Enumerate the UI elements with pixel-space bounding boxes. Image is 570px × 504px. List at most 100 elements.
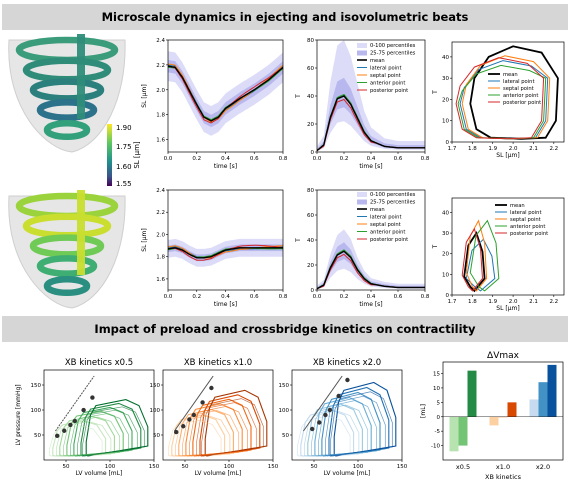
pv_10-espvr-point bbox=[181, 424, 186, 429]
pv_05-loop-line bbox=[63, 416, 121, 457]
dvmax-bar bbox=[489, 416, 499, 426]
pv_05-loop-line bbox=[52, 420, 107, 457]
loop_iso-ytick-label: 40 bbox=[442, 210, 449, 216]
legend-ta-eject-label: posterior point bbox=[370, 88, 408, 94]
pv_20-loop-line bbox=[330, 391, 393, 457]
loop_eject-ytick-label: 20 bbox=[442, 97, 449, 103]
sl_iso-xtick-label: 0.2 bbox=[192, 294, 201, 300]
heart-isovolumetric bbox=[8, 190, 126, 309]
sl_iso-xtick-label: 0.8 bbox=[279, 294, 288, 300]
sl_iso-ytick-label: 2.2 bbox=[156, 210, 165, 216]
pv_05-frame bbox=[43, 369, 155, 461]
legend-ta-iso-label: anterior point bbox=[370, 230, 405, 236]
dvmax-category-label: x2.0 bbox=[536, 463, 550, 471]
loop_iso-ytick-label: 20 bbox=[442, 252, 449, 258]
loop_iso-xtick-label: 1.7 bbox=[448, 299, 457, 305]
heart-ejecting-ring bbox=[29, 78, 105, 102]
dvmax-category-label: x1.0 bbox=[496, 463, 510, 471]
legend-ta-iso-label: 25-75 percentiles bbox=[370, 200, 416, 206]
heart-ejecting-ring bbox=[36, 99, 98, 121]
sl_iso-xtick-label: 0.6 bbox=[250, 294, 259, 300]
pv_20-loop-line bbox=[300, 409, 355, 457]
dvmax-bar bbox=[507, 402, 517, 417]
ta_eject-mean-line bbox=[316, 95, 425, 152]
pv_10-loop-line bbox=[192, 398, 252, 457]
dvmax-bar bbox=[538, 382, 548, 417]
sl_iso-ytick-label: 1.8 bbox=[156, 255, 165, 261]
sl_eject-ylabel: SL [μm] bbox=[141, 84, 148, 107]
pv_10-loop-line bbox=[182, 410, 240, 457]
loop_iso-loop-line bbox=[463, 231, 486, 293]
colorbar-tick-label: 1.75 bbox=[116, 143, 132, 151]
pv_05-espvr-point bbox=[62, 428, 67, 433]
dvmax-bar bbox=[458, 416, 468, 446]
colorbar-tick-label: 1.60 bbox=[116, 163, 132, 171]
pv_20-loop-line bbox=[333, 381, 397, 457]
pv_10-title: XB kinetics x1.0 bbox=[184, 358, 252, 368]
pv_10-loop-line bbox=[178, 409, 234, 457]
pv_05-espvr-point bbox=[55, 433, 60, 439]
legend-loop-eject-label: septal point bbox=[503, 86, 534, 92]
pv_10-loop-line bbox=[171, 414, 226, 457]
legend-ta-eject-label: anterior point bbox=[370, 81, 405, 87]
legend-loop-iso-label: mean bbox=[510, 203, 525, 209]
pv_10-espvr-point bbox=[187, 417, 192, 422]
sl_iso-xtick-label: 0.0 bbox=[164, 294, 173, 300]
dvmax-ytick-label: -5 bbox=[435, 429, 441, 435]
legend-ta-eject-label: lateral point bbox=[370, 66, 401, 72]
pv_05-loop-line bbox=[73, 406, 133, 457]
sl_eject-ytick-label: 1.6 bbox=[156, 138, 165, 144]
sl_eject-ytick-label: 2.0 bbox=[156, 88, 165, 94]
legend-loop-iso-label: septal point bbox=[510, 217, 541, 223]
legend-ta-iso-swatch bbox=[357, 199, 367, 205]
pv_10-espvr-point bbox=[191, 412, 196, 418]
loop_iso-ylabel: T bbox=[432, 244, 439, 249]
dvmax-bar bbox=[467, 370, 477, 417]
ta_eject-ytick-label: 0 bbox=[311, 150, 315, 156]
pv_10-xtick-label: 150 bbox=[268, 464, 279, 470]
loop_eject-ytick-label: 0 bbox=[446, 140, 450, 146]
heart-ejecting-strip bbox=[77, 34, 85, 119]
loop_iso-xtick-label: 2.2 bbox=[549, 299, 558, 305]
loop_iso-ytick-label: 10 bbox=[442, 272, 449, 278]
pv_10-loop-line bbox=[204, 389, 268, 457]
pv_10-frame bbox=[162, 369, 274, 461]
ta_eject-ytick-label: 20 bbox=[307, 122, 314, 128]
pv_20-loop-line bbox=[328, 386, 390, 457]
pv_10-xtick-label: 100 bbox=[224, 464, 235, 470]
legend-loop-eject-label: mean bbox=[503, 72, 518, 78]
ta_eject-xtick-label: 0.4 bbox=[367, 156, 376, 162]
pv_20-xtick-label: 100 bbox=[353, 464, 364, 470]
sl_eject-xtick-label: 0.4 bbox=[221, 156, 230, 162]
loop_eject-ytick-label: 40 bbox=[442, 55, 449, 61]
legend-ta-iso-swatch bbox=[357, 192, 367, 197]
pv_05-ylabel: LV pressure [mmHg] bbox=[15, 384, 22, 445]
legend-ta-eject-label: mean bbox=[370, 58, 385, 64]
legend-ta-iso-label: lateral point bbox=[370, 215, 401, 221]
colorbar-tick-label: 1.90 bbox=[116, 124, 132, 132]
loop_eject-xtick-label: 1.8 bbox=[468, 146, 477, 152]
pv_10-loop-line bbox=[196, 402, 257, 457]
ta_eject-ytick-label: 80 bbox=[307, 38, 314, 44]
pv_20-title: XB kinetics x2.0 bbox=[313, 358, 381, 368]
ta_iso-ytick-label: 0 bbox=[311, 288, 315, 294]
legend-ta-iso-label: mean bbox=[370, 207, 385, 213]
pv_20-loop-line bbox=[311, 404, 369, 457]
sl_iso-xlabel: time [s] bbox=[214, 301, 237, 308]
pv_20-xtick-label: 150 bbox=[397, 464, 408, 470]
legend-ta-iso-label: 0-100 percentiles bbox=[370, 192, 416, 198]
pv_05-espvr-point bbox=[81, 407, 86, 413]
pv_05-loop-line bbox=[48, 425, 103, 457]
dvmax-bar bbox=[498, 416, 508, 418]
dvmax-ytick-label: 0 bbox=[437, 415, 441, 421]
loop_eject-ytick-label: 10 bbox=[442, 119, 449, 125]
pv_10-loop-line bbox=[201, 398, 264, 457]
pv_20-xlabel: LV volume [mL] bbox=[324, 470, 371, 477]
dvmax-xlabel: XB kinetics bbox=[485, 473, 522, 481]
sl_eject-ytick-label: 2.4 bbox=[156, 38, 165, 44]
ta_iso-ytick-label: 40 bbox=[307, 238, 314, 244]
pv_10-loop-line bbox=[174, 415, 231, 457]
loop_eject-ylabel: T bbox=[432, 90, 439, 95]
legend-ta-eject-label: septal point bbox=[370, 73, 401, 79]
